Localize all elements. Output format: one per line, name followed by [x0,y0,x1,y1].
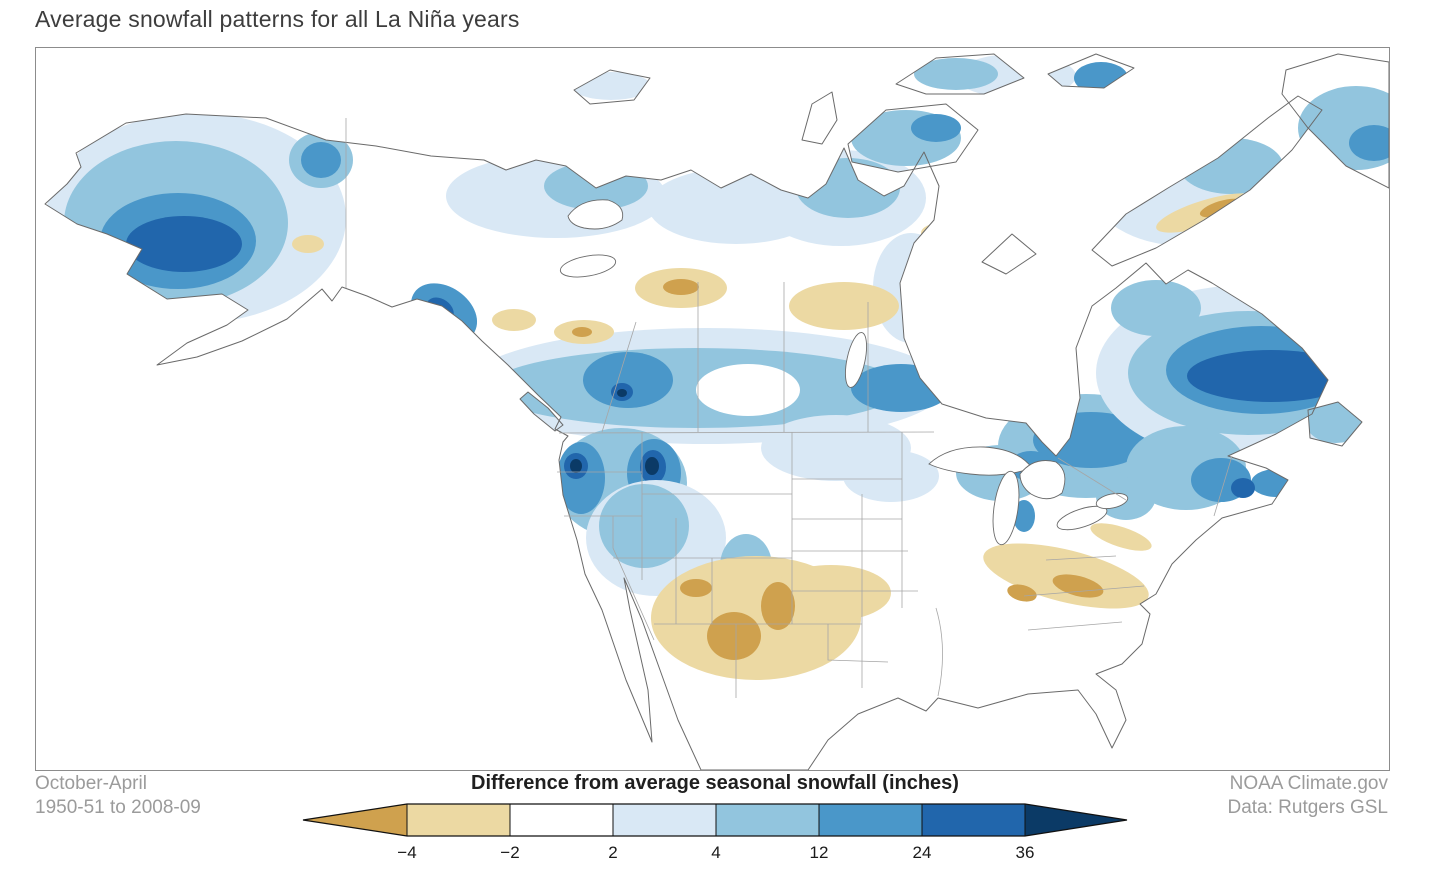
anomaly-blob [663,279,699,295]
colorbar-segment [922,804,1025,836]
years-label: 1950-51 to 2008-09 [35,797,201,818]
lake-michigan [992,470,1020,546]
colorbar-segment [819,804,922,836]
credits: NOAA Climate.gov Data: Rutgers GSL [1227,772,1388,820]
tick-label: −4 [397,843,416,862]
date-range: October-April 1950-51 to 2008-09 [35,772,201,820]
anomaly-blob [1052,574,1104,598]
page-title: Average snowfall patterns for all La Niñ… [35,6,520,32]
colorbar-segment [407,804,510,836]
anomaly-blob [843,450,939,502]
anomaly-blob [1090,523,1152,551]
anomaly-blob [492,309,536,331]
anomaly-blob [301,142,341,178]
great-slave-lake [559,254,617,278]
season-label: October-April [35,773,147,794]
anomaly-blob [1007,584,1037,602]
lake-huron [1019,460,1066,500]
colorbar-arrow-left [303,804,407,836]
anomaly-blob [645,457,659,475]
anomaly-blob [680,579,712,597]
great-bear-lake [567,199,624,230]
tick-label: 36 [1016,843,1035,862]
anomaly-blob [570,459,582,473]
colorbar: −4 −2 2 4 12 24 36 [302,803,1128,862]
tick-label: 12 [810,843,829,862]
anomaly-blob [599,484,689,568]
anomaly-blob [583,352,673,408]
lake-winnipeg [844,332,868,388]
tick-label: 24 [913,843,932,862]
legend-title: Difference from average seasonal snowfal… [471,772,959,794]
anomaly-us-southwest-negative [651,556,891,680]
anomaly-blob [707,612,761,660]
political-borders [345,118,1233,698]
anomaly-us-west [555,415,939,598]
anomaly-blob [1187,350,1355,402]
anomaly-blob [292,235,324,253]
legend: Difference from average seasonal snowfal… [295,772,1135,867]
anomaly-blob [126,216,242,272]
tick-label: 2 [608,843,617,862]
north-america-map [36,48,1389,770]
colorbar-outline [302,803,1128,837]
tick-label: 4 [711,843,720,862]
anomaly-blob [1349,125,1389,161]
lakes [559,199,1129,546]
anomaly-blob [761,582,795,630]
anomaly-blob [789,282,899,330]
credit-data: Data: Rutgers GSL [1227,797,1388,818]
lake-ontario [1095,492,1129,510]
anomaly-blob [914,58,998,90]
credit-site: NOAA Climate.gov [1229,773,1388,794]
anomaly-blob [1231,478,1255,498]
anomaly-blob [911,114,961,142]
map-frame [35,47,1390,771]
anomaly-blob [1111,280,1201,336]
colorbar-segment [510,804,613,836]
anomaly-blob [696,364,800,416]
anomaly-blob [771,565,891,621]
colorbar-segment [716,804,819,836]
colorbar-segment [613,804,716,836]
colorbar-arrow-right [1025,804,1127,836]
anomaly-blob [572,327,592,337]
lake-erie [1056,505,1108,531]
anomaly-blob [617,389,627,397]
tick-label: −2 [500,843,519,862]
colorbar-dividers [406,804,1026,836]
colorbar-ticks: −4 −2 2 4 12 24 36 [397,843,1034,862]
